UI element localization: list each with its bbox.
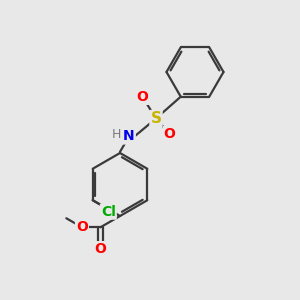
- Text: O: O: [76, 220, 88, 234]
- Text: S: S: [151, 111, 161, 126]
- Text: Cl: Cl: [101, 205, 116, 219]
- Text: O: O: [136, 90, 148, 104]
- Text: N: N: [123, 130, 135, 143]
- Text: O: O: [164, 127, 175, 141]
- Text: H: H: [112, 128, 121, 142]
- Text: O: O: [94, 242, 106, 256]
